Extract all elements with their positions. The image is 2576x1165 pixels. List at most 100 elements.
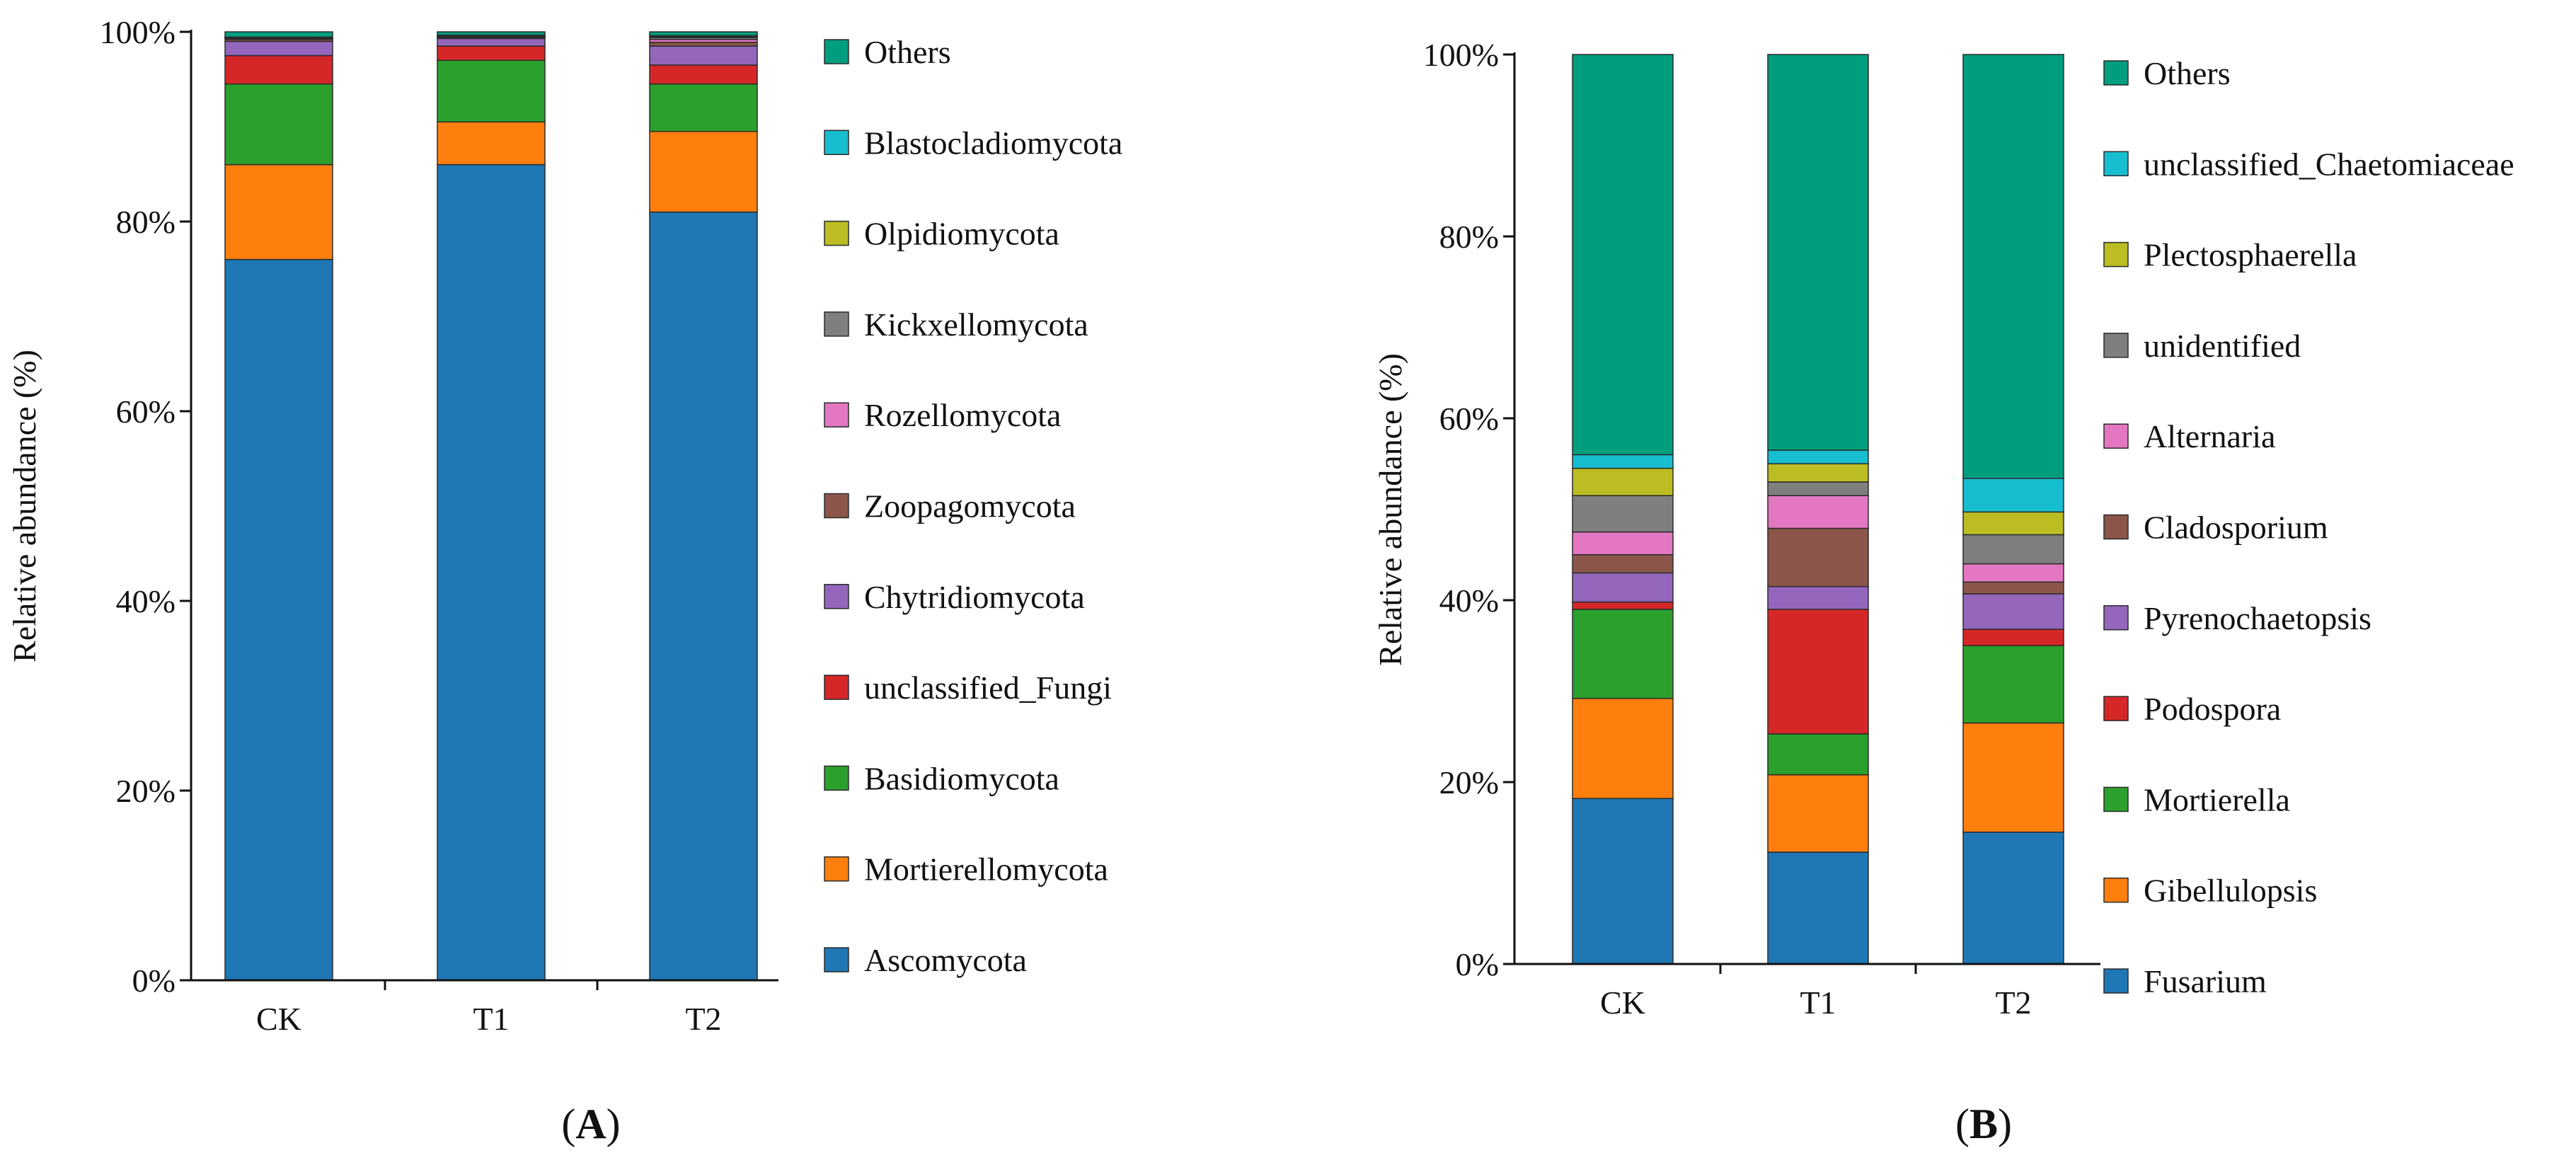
bar-segment-b-t2-3 (1962, 629, 2064, 646)
bar-segment-a-t1-4 (437, 38, 546, 47)
bar-segment-b-t1-9 (1767, 449, 1869, 464)
panel-label-a: (A) (561, 1101, 620, 1147)
bar-segment-a-t2-10 (649, 31, 758, 37)
bar-segment-a-t2-5 (649, 41, 758, 47)
bar-segment-a-t2-2 (649, 83, 758, 132)
bar-segment-b-t2-1 (1962, 722, 2064, 833)
legend-swatch-b-8 (2103, 786, 2129, 813)
bar-segment-a-t2-4 (649, 45, 758, 66)
y-tick-label-a-2: 40% (116, 583, 176, 619)
bar-segment-b-ck-0 (1572, 798, 1674, 965)
legend-swatch-a-8 (824, 765, 849, 791)
legend-swatch-b-9 (2103, 877, 2129, 903)
y-tick-label-b-0: 0% (1456, 946, 1499, 982)
legend-label-a-4: Rozellomycota (864, 397, 1061, 433)
legend-label-b-0: Others (2144, 55, 2231, 91)
legend-swatch-b-3 (2103, 333, 2129, 358)
legend-swatch-a-2 (824, 220, 849, 246)
bar-segment-b-t2-0 (1962, 831, 2064, 965)
bar-segment-a-t1-10 (437, 31, 546, 36)
y-axis-label-a: Relative abundance (%) (6, 350, 42, 662)
bar-segment-b-t2-5 (1962, 581, 2064, 595)
bar-segment-b-t1-7 (1767, 481, 1869, 496)
legend-swatch-a-1 (824, 130, 849, 156)
y-tick-label-a-3: 60% (116, 394, 176, 430)
legend-label-a-2: Olpidiomycota (864, 216, 1059, 252)
y-tick-label-b-5: 100% (1423, 37, 1499, 73)
y-tick-label-b-4: 80% (1439, 219, 1499, 255)
y-tick-label-a-5: 100% (100, 14, 176, 50)
legend-label-a-6: Chytridiomycota (864, 579, 1085, 615)
bar-segment-b-t1-3 (1767, 609, 1869, 735)
bar-segment-a-ck-3 (224, 54, 333, 85)
panel-label-a-letter: A (575, 1101, 606, 1147)
bar-segment-a-ck-2 (224, 83, 333, 166)
bar-segment-b-t1-8 (1767, 463, 1869, 483)
bar-segment-a-t2-1 (649, 130, 758, 213)
bar-segment-b-t2-4 (1962, 593, 2064, 630)
legend-label-b-6: Pyrenochaetopsis (2144, 600, 2371, 636)
legend-swatch-a-7 (824, 675, 849, 700)
y-axis-label-b: Relative abundance (%) (1372, 353, 1408, 666)
panel-label-b: (B) (1955, 1101, 2012, 1147)
y-tick-label-a-0: 0% (132, 963, 176, 999)
panel-label-a-close: ) (606, 1101, 621, 1147)
legend-label-a-10: Ascomycota (864, 942, 1027, 978)
bar-segment-b-ck-4 (1572, 572, 1674, 603)
legend-swatch-a-6 (824, 584, 849, 609)
legend-label-b-1: unclassified_Chaetomiaceae (2144, 146, 2514, 182)
x-tick-label-b-t1: T1 (1800, 985, 1836, 1021)
bar-segment-b-t1-5 (1767, 527, 1869, 587)
bar-segment-b-t1-1 (1767, 774, 1869, 853)
legend-label-a-8: Basidiomycota (864, 760, 1059, 796)
legend-label-b-7: Podospora (2144, 691, 2281, 727)
panel-a-chart: 0% 20% 40% 60% 80% 100% CK T1 T2 Relative abundan… (6, 14, 1122, 1037)
bar-segment-b-t1-2 (1767, 733, 1869, 776)
legend-swatch-b-7 (2103, 696, 2129, 721)
legend-swatch-a-5 (824, 493, 849, 519)
panel-b-chart: 0% 20% 40% 60% 80% 100% CK T1 T2 Relative abundan… (1372, 37, 2514, 1021)
legend-swatch-b-6 (2103, 605, 2129, 631)
legend-swatch-b-10 (2103, 968, 2129, 994)
legend-swatch-b-2 (2103, 241, 2129, 268)
legend-label-a-5: Zoopagomycota (864, 488, 1076, 524)
bar-segment-b-ck-5 (1572, 554, 1674, 574)
legend-label-a-9: Mortierellomycota (864, 851, 1108, 888)
bar-segment-a-t2-0 (649, 211, 758, 981)
bar-segment-b-ck-10 (1572, 54, 1674, 456)
bar-segment-a-t1-3 (437, 45, 546, 61)
bar-segment-b-t2-8 (1962, 511, 2064, 536)
bar-segment-b-t1-6 (1767, 495, 1869, 529)
y-tick-label-b-1: 20% (1439, 764, 1499, 800)
bar-segment-b-t2-6 (1962, 563, 2064, 583)
legend-label-a-1: Blastocladiomycota (864, 125, 1122, 161)
bar-segment-b-ck-2 (1572, 609, 1674, 699)
legend-label-b-4: Alternaria (2144, 418, 2275, 454)
legend-swatch-a-3 (824, 311, 849, 337)
bar-segment-b-t1-10 (1767, 54, 1869, 451)
x-tick-label-a-t2: T2 (685, 1001, 721, 1037)
y-tick-label-a-4: 80% (116, 204, 176, 240)
bar-segment-a-t1-2 (437, 59, 546, 123)
legend-label-b-5: Cladosporium (2144, 510, 2328, 546)
bar-segment-b-t1-0 (1767, 851, 1869, 965)
x-tick-label-a-t1: T1 (473, 1001, 509, 1037)
y-tick-label-a-1: 20% (116, 773, 176, 809)
bar-segment-a-ck-10 (224, 31, 333, 38)
bar-segment-a-t2-3 (649, 64, 758, 85)
bar-segment-b-ck-7 (1572, 495, 1674, 533)
bar-segment-b-t2-9 (1962, 478, 2064, 513)
legend-swatch-b-5 (2103, 514, 2129, 540)
panel-label-b-close: ) (1998, 1101, 2012, 1147)
legend-swatch-b-1 (2103, 151, 2129, 177)
bar-segment-b-t2-2 (1962, 645, 2064, 724)
x-tick-label-a-ck: CK (256, 1001, 301, 1037)
legend-swatch-b-4 (2103, 423, 2129, 449)
y-tick-label-b-2: 40% (1439, 582, 1499, 619)
bar-segment-b-ck-9 (1572, 454, 1674, 469)
legend-swatch-a-0 (824, 39, 849, 64)
bar-segment-a-ck-1 (224, 163, 333, 260)
legend-label-a-7: unclassified_Fungi (864, 670, 1112, 706)
legend-swatch-a-10 (824, 947, 849, 972)
